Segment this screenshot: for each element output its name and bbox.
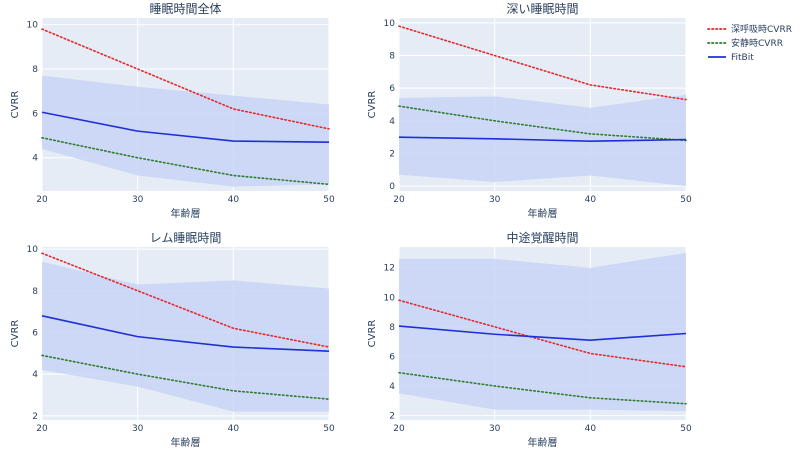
subplot-4-y-tick-label: 2 (389, 412, 395, 422)
subplot-1-y-axis-label: CVRR (10, 91, 21, 119)
legend-label-deep: 深呼吸時CVRR (731, 24, 792, 35)
subplot-1-series-rest-line (41, 136, 330, 186)
subplot-2-x-axis-label: 年齢層 (528, 207, 558, 220)
subplot-1-y-tick-label: 6 (32, 109, 38, 119)
subplot-3-series-fitbit-line (41, 315, 330, 353)
subplot-3-x-tick-label: 50 (323, 424, 335, 434)
subplot-1-title: 睡眠時間全体 (149, 1, 221, 16)
subplot-1-y-tick-label: 4 (32, 154, 38, 164)
subplot-4-x-tick-label: 30 (489, 424, 501, 434)
subplot-4-fitbit-range-band (399, 252, 686, 412)
subplot-1-series-fitbit-line (41, 111, 330, 144)
subplot-2-y-tick-label: 4 (389, 117, 395, 127)
subplot-1-x-tick-label: 50 (323, 195, 335, 205)
subplot-3-y-tick-label: 8 (32, 287, 38, 297)
subplot-4-y-axis-label: CVRR (367, 320, 378, 348)
subplot-3-x-axis-label: 年齢層 (171, 436, 201, 449)
subplot-2-y-tick-label: 8 (389, 52, 395, 62)
subplot-4-x-tick-label: 40 (585, 424, 597, 434)
legend-label-rest: 安静時CVRR (731, 37, 783, 49)
subplot-4-series-deep-line (398, 299, 687, 368)
subplot-3-y-tick-label: 6 (32, 328, 38, 338)
subplot-2-y-tick-label: 6 (389, 84, 395, 94)
subplot-3-series-deep-line (41, 252, 330, 348)
subplot-4-y-tick-label: 4 (389, 382, 395, 392)
subplot-3-y-tick-label: 10 (27, 245, 39, 255)
subplot-2-x-tick-label: 40 (585, 195, 597, 205)
subplot-4-x-tick-label: 50 (680, 424, 692, 434)
legend: 深呼吸時CVRR 安静時CVRR FitBit (707, 24, 792, 63)
subplot-2-x-tick-label: 50 (680, 195, 692, 205)
subplot-2-title: 深い睡眠時間 (506, 2, 578, 16)
subplot-4-x-axis-label: 年齢層 (528, 436, 558, 449)
subplot-2-series-deep-line (398, 25, 687, 101)
subplot-2-x-tick-label: 20 (393, 195, 405, 205)
subplot-2-y-axis-label: CVRR (367, 91, 378, 119)
subplot-4-series-fitbit-line (398, 325, 687, 341)
subplot-1-fitbit-range-band (42, 75, 329, 187)
subplot-2-series-fitbit-line (398, 136, 687, 143)
subplot-2-x-tick-label: 30 (489, 195, 501, 205)
subplot-2-y-tick-label: 2 (389, 149, 395, 159)
subplot-3-y-tick-label: 2 (32, 412, 38, 422)
subplot-3-x-tick-label: 40 (228, 424, 240, 434)
subplot-4-x-tick-label: 20 (393, 424, 405, 434)
subplot-4-y-tick-label: 10 (384, 293, 396, 303)
subplot-2-y-tick-label: 10 (384, 19, 396, 29)
subplot-4-y-tick-label: 6 (389, 352, 395, 362)
subplot-1-x-tick-label: 20 (36, 195, 48, 205)
subplot-3-title: レム睡眠時間 (150, 231, 222, 245)
subplot-1-y-tick-label: 10 (27, 21, 39, 31)
subplot-4-title: 中途覚醒時間 (506, 230, 578, 245)
subplot-4-y-tick-label: 12 (384, 264, 395, 274)
subplot-3-y-axis-label: CVRR (10, 320, 21, 348)
legend-label-fitbit: FitBit (731, 53, 754, 63)
subplot-2-series-rest-line (398, 105, 687, 142)
subplot-3-x-tick-label: 30 (132, 424, 144, 434)
subplot-4-series-rest-line (398, 371, 687, 405)
subplot-1-x-tick-label: 40 (228, 195, 240, 205)
subplot-1-y-tick-label: 8 (32, 65, 38, 75)
subplot-3-y-tick-label: 4 (32, 370, 38, 380)
subplot-1-series-deep-line (41, 28, 330, 130)
subplot-3-series-rest-line (41, 354, 330, 400)
subplot-3-fitbit-range-band (42, 261, 329, 412)
subplot-1-x-tick-label: 30 (132, 195, 144, 205)
subplot-4-y-tick-label: 8 (389, 323, 395, 333)
subplot-2-y-tick-label: 0 (389, 182, 395, 192)
subplot-3-x-tick-label: 20 (36, 424, 48, 434)
subplot-1-x-axis-label: 年齢層 (171, 207, 201, 220)
